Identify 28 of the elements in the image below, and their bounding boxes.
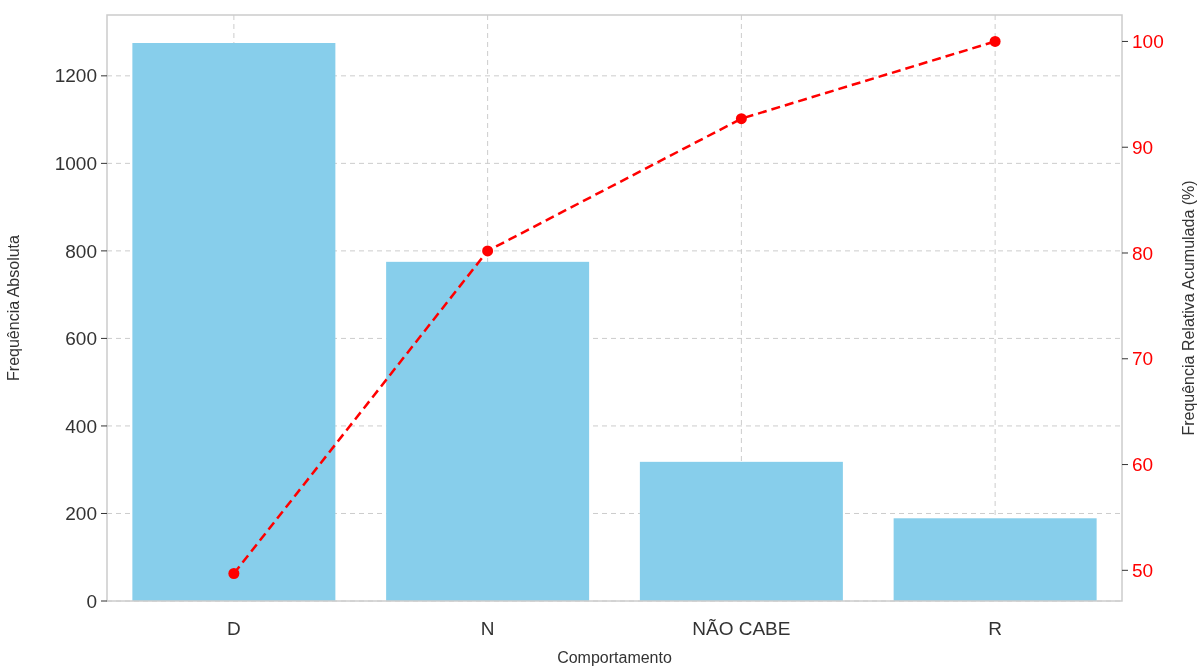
point <box>482 245 494 257</box>
x-tick-label: NÃO CABE <box>692 618 791 639</box>
bar <box>639 461 843 601</box>
y2-tick-label: 70 <box>1132 348 1154 370</box>
y2-tick-label: 90 <box>1132 136 1154 158</box>
bar <box>132 43 336 601</box>
y-tick-label: 600 <box>65 328 97 350</box>
y2-tick-label: 60 <box>1132 454 1154 476</box>
point <box>228 568 240 579</box>
y-tick-label: 400 <box>65 415 97 437</box>
y-tick-label: 1200 <box>54 65 97 87</box>
point <box>735 113 747 125</box>
x-tick-label: R <box>988 618 1002 639</box>
y-tick-label: 800 <box>65 240 97 262</box>
y-tick-label: 200 <box>65 503 97 525</box>
x-tick-label: N <box>480 618 495 639</box>
bar <box>893 518 1097 601</box>
y2-tick-label: 50 <box>1132 559 1154 581</box>
y-tick-label: 0 <box>86 590 97 612</box>
bar <box>386 261 590 601</box>
y2-axis-title: Frequência Relativa Acumulada (%) <box>1180 180 1197 436</box>
y2-tick-label: 100 <box>1132 31 1164 53</box>
y2-tick-label: 80 <box>1132 242 1154 264</box>
y-tick-label: 1000 <box>54 153 97 175</box>
point <box>989 35 1001 47</box>
x-axis-title: Comportamento <box>557 649 672 666</box>
y-axis-title: Frequência Absoluta <box>5 234 22 381</box>
x-tick-label: D <box>227 618 241 639</box>
